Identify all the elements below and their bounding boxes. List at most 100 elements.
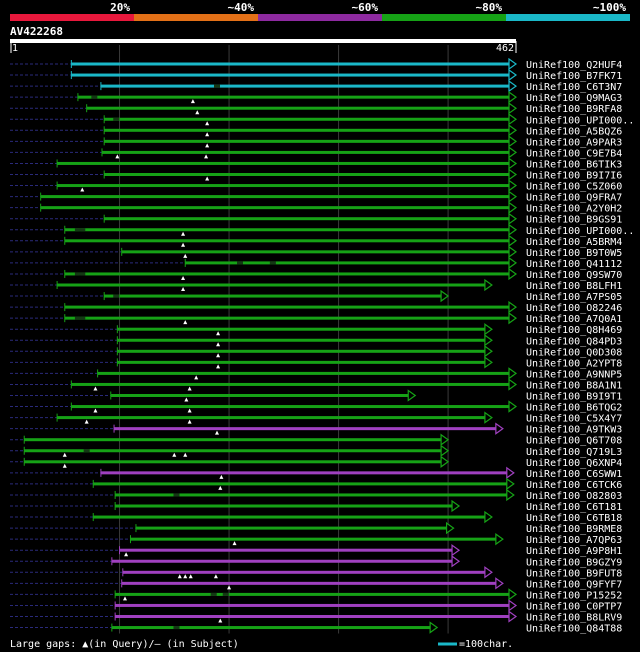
hit-label[interactable]: UniRef100_Q9SW70 <box>526 270 622 281</box>
hit-row[interactable]: UniRef100_Q84PD3 <box>10 334 622 347</box>
hit-label[interactable]: UniRef100_C5X4Y7 <box>526 414 622 425</box>
hit-label[interactable]: UniRef100_A2YPT8 <box>526 358 622 369</box>
hit-segment[interactable] <box>24 449 443 453</box>
hit-segment[interactable] <box>115 493 508 497</box>
hit-segment[interactable] <box>57 283 486 287</box>
hit-row[interactable]: UniRef100_Q9SW70 <box>10 267 622 281</box>
hit-row[interactable]: UniRef100_B9I9T1 <box>10 389 622 403</box>
hit-segment[interactable] <box>185 261 510 265</box>
hit-row[interactable]: UniRef100_Q9FYF7 <box>10 577 622 590</box>
hit-segment[interactable] <box>104 217 510 221</box>
hit-label[interactable]: UniRef100_UPI000.. <box>526 226 634 237</box>
hit-label[interactable]: UniRef100_B9RFA8 <box>526 104 622 115</box>
hit-label[interactable]: UniRef100_A9NNP5 <box>526 369 622 380</box>
hit-label[interactable]: UniRef100_Q0D308 <box>526 347 622 358</box>
hit-segment[interactable] <box>64 228 510 232</box>
hit-row[interactable]: UniRef100_A2Y0H2 <box>10 201 622 215</box>
hit-segment[interactable] <box>86 106 511 110</box>
hit-row[interactable]: UniRef100_C6T3N7 <box>10 79 622 93</box>
hit-row[interactable]: UniRef100_A2YPT8 <box>10 356 622 369</box>
hit-segment[interactable] <box>40 206 511 210</box>
hit-segment[interactable] <box>130 537 497 541</box>
hit-row[interactable]: UniRef100_Q41112 <box>10 256 622 270</box>
hit-label[interactable]: UniRef100_A9P8H1 <box>526 546 622 557</box>
hit-label[interactable]: UniRef100_C6SWW1 <box>526 469 622 480</box>
hit-row[interactable]: UniRef100_B9GZY9 <box>10 555 622 568</box>
hit-label[interactable]: UniRef100_A7QP63 <box>526 535 622 546</box>
hit-segment[interactable] <box>71 382 510 386</box>
hit-segment[interactable] <box>117 327 486 331</box>
hit-row[interactable]: UniRef100_O82803 <box>10 488 622 502</box>
hit-segment[interactable] <box>93 515 486 519</box>
hit-label[interactable]: UniRef100_A7PS05 <box>526 292 622 303</box>
hit-row[interactable]: UniRef100_Q2HUF4 <box>10 57 622 71</box>
hit-segment[interactable] <box>111 559 454 563</box>
hit-segment[interactable] <box>119 548 454 552</box>
hit-segment[interactable] <box>57 416 486 420</box>
hit-row[interactable]: UniRef100_B7FK71 <box>10 68 622 82</box>
hit-label[interactable]: UniRef100_O82803 <box>526 491 622 502</box>
hit-row[interactable]: UniRef100_Q6XNP4 <box>10 455 622 469</box>
hit-row[interactable]: UniRef100_A9NNP5 <box>10 367 622 380</box>
hit-segment[interactable] <box>117 349 486 353</box>
hit-segment[interactable] <box>24 460 443 464</box>
hit-label[interactable]: UniRef100_C6T3N7 <box>526 82 622 93</box>
hit-segment[interactable] <box>64 272 510 276</box>
hit-row[interactable]: UniRef100_UPI000.. <box>10 223 634 237</box>
hit-row[interactable]: UniRef100_Q8H469 <box>10 323 622 336</box>
hit-row[interactable]: UniRef100_B8A1N1 <box>10 378 622 391</box>
hit-row[interactable]: UniRef100_Q9FRA7 <box>10 190 622 204</box>
hit-segment[interactable] <box>100 84 511 88</box>
hit-label[interactable]: UniRef100_C6TB18 <box>526 513 622 524</box>
hit-label[interactable]: UniRef100_B9I7I6 <box>526 171 622 182</box>
hit-row[interactable]: UniRef100_C6SWW1 <box>10 466 622 480</box>
hit-label[interactable]: UniRef100_Q719L3 <box>526 447 622 458</box>
hit-label[interactable]: UniRef100_C0PTP7 <box>526 601 622 612</box>
hit-segment[interactable] <box>104 294 443 298</box>
hit-label[interactable]: UniRef100_B9T0W5 <box>526 248 622 259</box>
hit-row[interactable]: UniRef100_B9RFA8 <box>10 102 622 115</box>
hit-row[interactable]: UniRef100_Q0D308 <box>10 345 622 358</box>
hit-label[interactable]: UniRef100_Q6XNP4 <box>526 458 622 469</box>
hit-label[interactable]: UniRef100_Q6T708 <box>526 436 622 447</box>
hit-label[interactable]: UniRef100_C9E7B4 <box>526 148 622 159</box>
hit-label[interactable]: UniRef100_C6T181 <box>526 502 622 513</box>
hit-label[interactable]: UniRef100_UPI000.. <box>526 115 634 126</box>
hit-label[interactable]: UniRef100_B6TIK3 <box>526 159 622 170</box>
hit-label[interactable]: UniRef100_A9PAR3 <box>526 137 622 148</box>
hit-segment[interactable] <box>57 161 510 165</box>
hit-label[interactable]: UniRef100_Q84PD3 <box>526 336 622 347</box>
hit-segment[interactable] <box>115 592 511 596</box>
hit-segment[interactable] <box>64 305 510 309</box>
hit-segment[interactable] <box>64 239 510 243</box>
hit-label[interactable]: UniRef100_B9GZY9 <box>526 557 622 568</box>
hit-row[interactable]: UniRef100_P15252 <box>10 588 622 601</box>
hit-row[interactable]: UniRef100_B8LFH1 <box>10 278 622 292</box>
hit-row[interactable]: UniRef100_A7QP63 <box>10 532 622 546</box>
hit-row[interactable]: UniRef100_A5BQZ6 <box>10 124 622 137</box>
hit-row[interactable]: UniRef100_Q6T708 <box>10 433 622 447</box>
hit-segment[interactable] <box>71 73 510 77</box>
hit-segment[interactable] <box>122 570 486 574</box>
hit-segment[interactable] <box>114 427 497 431</box>
hit-segment[interactable] <box>104 173 510 176</box>
hit-segment[interactable] <box>117 360 486 364</box>
hit-label[interactable]: UniRef100_B9I9T1 <box>526 392 622 403</box>
hit-row[interactable]: UniRef100_A9P8H1 <box>10 544 622 557</box>
hit-label[interactable]: UniRef100_B8A1N1 <box>526 380 622 391</box>
hit-segment[interactable] <box>93 482 508 486</box>
hit-label[interactable]: UniRef100_A9TKW3 <box>526 425 622 436</box>
hit-label[interactable]: UniRef100_B7FK71 <box>526 71 622 82</box>
hit-row[interactable]: UniRef100_B9I7I6 <box>10 168 622 182</box>
hit-segment[interactable] <box>104 128 510 132</box>
hit-label[interactable]: UniRef100_Q84T88 <box>526 624 622 635</box>
hit-row[interactable]: UniRef100_Q9MAG3 <box>10 90 622 104</box>
hit-segment[interactable] <box>115 615 511 618</box>
hit-row[interactable]: UniRef100_Q84T88 <box>10 621 622 635</box>
hit-label[interactable]: UniRef100_Q9MAG3 <box>526 93 622 104</box>
hit-label[interactable]: UniRef100_B9FUT8 <box>526 568 622 579</box>
hit-row[interactable]: UniRef100_B9FUT8 <box>10 566 622 579</box>
hit-row[interactable]: UniRef100_B9T0W5 <box>10 245 622 259</box>
hit-label[interactable]: UniRef100_B6TQG2 <box>526 403 622 414</box>
hit-segment[interactable] <box>71 62 510 66</box>
